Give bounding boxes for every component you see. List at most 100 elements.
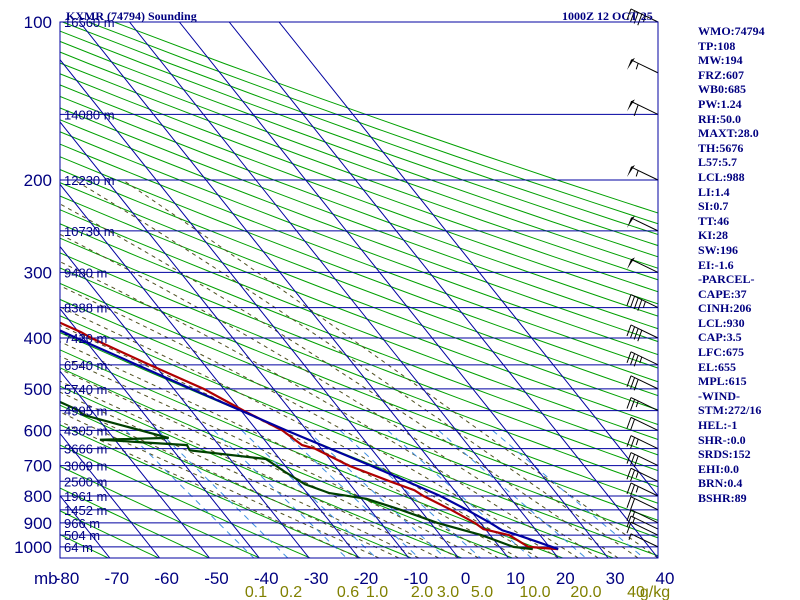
mixing-ratio-line	[438, 430, 587, 558]
dry-adiabat	[60, 424, 363, 558]
wind-barbs	[626, 8, 659, 548]
pressure-tick-label: 200	[24, 171, 52, 190]
isotherm	[60, 121, 410, 558]
stat-item: WB0:685	[698, 82, 746, 97]
profiles	[60, 321, 559, 551]
isotherm	[79, 22, 509, 558]
wind-barb	[626, 521, 659, 536]
height-label: 9480 m	[64, 265, 107, 280]
stat-item: MW:194	[698, 53, 743, 68]
stat-item: CAP:3.5	[698, 330, 742, 345]
wind-barb	[626, 351, 659, 367]
dry-adiabat	[60, 195, 658, 426]
sounding-indices: WMO:74794 TP:108 MW:194 FRZ:607 WB0:685 PW:1.…	[698, 24, 765, 506]
mixing-ratio-label: 0.2	[280, 584, 302, 600]
isotherm	[60, 58, 460, 558]
moist-adiabat	[60, 261, 579, 558]
pressure-tick-label: 700	[24, 457, 52, 476]
dry-adiabat	[60, 30, 658, 247]
stat-item: BSHR:89	[698, 491, 747, 505]
height-label: 64 m	[64, 540, 93, 555]
stat-item: HEL:-1	[698, 418, 738, 433]
temp-tick-label: 30	[606, 569, 625, 588]
stat-item: LFC:675	[698, 345, 744, 360]
valid-time: 1000Z 12 OCT 25	[562, 9, 653, 23]
temp-tick-label: -50	[204, 569, 229, 588]
stat-item: EL:655	[698, 359, 737, 374]
dry-adiabat	[60, 168, 658, 397]
temp-tick-label: -40	[254, 569, 279, 588]
mixing-ratio-label: 2.0	[411, 584, 433, 600]
stat-item: STM:272/16	[698, 403, 762, 418]
stat-item: SI:0.7	[698, 199, 729, 214]
height-label: 6540 m	[64, 358, 107, 373]
dry-adiabat	[60, 444, 312, 558]
wind-barb	[626, 416, 659, 431]
mixing-ratio-label: 1.0	[366, 584, 388, 600]
stat-item: SHR-:0.0	[698, 432, 746, 447]
pressure-tick-label: 500	[24, 380, 52, 399]
isotherm	[228, 22, 658, 558]
wind-barb	[626, 257, 659, 273]
pressure-tick-label: 300	[24, 263, 52, 282]
parcel-profile	[60, 329, 559, 551]
height-label: 7420 m	[64, 331, 107, 346]
dry-adiabat	[60, 237, 658, 472]
isotherm	[278, 22, 658, 497]
moist-adiabat	[60, 355, 479, 558]
height-label: 3666 m	[64, 442, 107, 457]
moist-adiabat	[60, 380, 439, 558]
mixing-ratio-line	[492, 430, 645, 558]
wind-barb	[626, 435, 659, 450]
stat-item: LCL:988	[698, 169, 745, 184]
height-label: 8388 m	[64, 301, 107, 316]
stat-item: TH:5676	[698, 140, 744, 155]
dry-adiabat	[60, 209, 658, 441]
mixing-ratio-line	[213, 430, 347, 558]
wind-barb	[626, 397, 659, 412]
temp-tick-label: -70	[105, 569, 130, 588]
wind-barb	[626, 467, 659, 482]
mixing-ratio-line	[125, 430, 255, 558]
temp-tick-label: 10	[506, 569, 525, 588]
dry-adiabat	[60, 119, 658, 343]
mixing-ratio-label: g/kg	[640, 584, 670, 600]
height-label: 4995 m	[64, 404, 107, 419]
wind-barb	[626, 496, 659, 511]
dry-adiabat	[60, 73, 658, 293]
wind-barb	[626, 324, 659, 342]
mixing-ratio-label: 0.1	[245, 584, 267, 600]
moist-adiabat	[60, 324, 519, 558]
isotherm	[129, 22, 559, 558]
wind-barb	[626, 57, 659, 74]
mixing-ratio-label: 20.0	[570, 584, 601, 600]
wind-barb	[626, 215, 659, 232]
temp-tick-label: -30	[304, 569, 329, 588]
moist-adiabat	[60, 285, 559, 558]
wind-barb	[626, 99, 659, 117]
isotherm	[60, 432, 161, 558]
height-label: 4305 m	[64, 423, 107, 438]
isotherm	[178, 22, 609, 558]
temp-tick-label: 20	[556, 569, 575, 588]
dry-adiabat	[60, 84, 658, 305]
moist-adiabat	[60, 368, 459, 558]
temp-tick-label: -60	[154, 569, 179, 588]
mixing-ratio-line	[241, 430, 377, 558]
dry-adiabat	[60, 51, 658, 269]
moist-adiabat	[60, 203, 619, 558]
moist-adiabat	[122, 179, 658, 558]
wind-barb	[626, 164, 659, 181]
height-label: 1452 m	[64, 503, 107, 518]
dry-adiabat	[60, 156, 658, 383]
stat-item: MAXT:28.0	[698, 126, 759, 141]
pressure-tick-label: 1000	[14, 538, 52, 557]
wind-barb	[628, 533, 659, 548]
chart-title: KXMR (74794) Sounding	[66, 9, 197, 23]
dry-adiabat	[60, 252, 658, 488]
wind-barb	[626, 509, 659, 524]
plot-border	[59, 21, 659, 559]
pressure-tick-label: 800	[24, 487, 52, 506]
